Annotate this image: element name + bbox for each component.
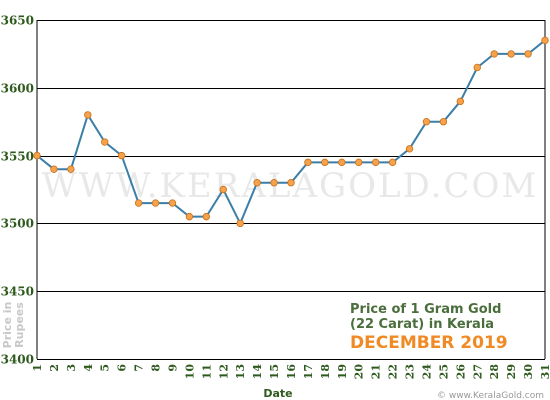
x-tick-label: 18 xyxy=(319,364,332,380)
data-point xyxy=(507,50,515,58)
data-point xyxy=(185,212,194,221)
data-point xyxy=(67,165,75,173)
y-axis-label-line2: Rupees xyxy=(13,302,26,348)
x-tick-label: 9 xyxy=(166,364,179,372)
info-line2: (22 Carat) in Kerala xyxy=(350,317,494,332)
x-tick-label: 28 xyxy=(488,364,501,380)
data-point xyxy=(388,158,397,167)
data-point xyxy=(490,50,498,58)
x-axis-label: Date xyxy=(263,387,292,400)
x-tick-label: 5 xyxy=(99,364,112,372)
x-tick-label: 3 xyxy=(65,364,78,372)
info-line3: DECEMBER 2019 xyxy=(350,333,508,353)
watermark: WWW.KERALAGOLD.COM xyxy=(42,166,538,206)
x-tick-label: 11 xyxy=(200,364,213,379)
data-point xyxy=(270,179,278,187)
axes xyxy=(36,20,546,359)
y-axis-label-line1: Price in xyxy=(1,302,14,349)
data-point xyxy=(524,50,532,58)
x-tick-label: 12 xyxy=(217,364,230,379)
x-tick-label: 23 xyxy=(404,364,417,379)
x-tick-label: 21 xyxy=(370,364,383,379)
x-tick-label: 16 xyxy=(285,364,298,380)
x-tick-label: 27 xyxy=(471,364,484,379)
x-tick-label: 10 xyxy=(183,364,196,380)
x-tick-label: 26 xyxy=(454,364,467,380)
info-line1: Price of 1 Gram Gold xyxy=(350,302,501,317)
data-point xyxy=(422,117,431,126)
data-point xyxy=(50,165,58,173)
x-tick-label: 20 xyxy=(353,364,366,380)
data-point xyxy=(439,117,448,126)
data-point xyxy=(117,151,126,160)
x-tick-label: 29 xyxy=(505,364,518,379)
x-tick-label: 19 xyxy=(336,364,349,379)
data-point xyxy=(541,36,549,45)
y-tick-label: 3550 xyxy=(1,150,34,164)
x-tick-label: 17 xyxy=(302,364,315,379)
x-tick-label: 7 xyxy=(133,364,146,372)
data-point xyxy=(101,138,109,146)
data-point xyxy=(355,158,363,167)
data-point xyxy=(84,111,92,119)
x-tick-label: 1 xyxy=(31,364,44,372)
x-tick-label: 14 xyxy=(251,364,264,380)
data-point xyxy=(338,158,346,167)
x-tick-label: 31 xyxy=(539,364,550,379)
x-tick-label: 6 xyxy=(116,364,129,372)
x-tick-label: 22 xyxy=(387,364,400,379)
x-tick-label: 24 xyxy=(420,364,433,380)
x-tick-label: 25 xyxy=(437,364,450,379)
data-points xyxy=(33,36,549,228)
data-point xyxy=(287,179,295,187)
data-point xyxy=(168,199,177,207)
y-tick-label: 3500 xyxy=(1,217,34,231)
data-point xyxy=(134,199,143,207)
data-point xyxy=(321,158,329,167)
data-point xyxy=(151,199,160,207)
x-tick-label: 2 xyxy=(48,364,61,372)
x-tick-label: 15 xyxy=(268,364,281,379)
x-tick-label: 13 xyxy=(234,364,247,379)
data-point xyxy=(253,179,261,187)
data-point xyxy=(236,219,244,228)
data-point xyxy=(371,158,380,167)
y-tick-labels: 3400 3450 3500 3550 3600 3650 xyxy=(1,14,34,367)
y-tick-label: 3650 xyxy=(1,14,34,28)
x-tick-label: 30 xyxy=(522,364,535,380)
y-tick-label: 3450 xyxy=(1,285,34,299)
data-point xyxy=(304,158,312,167)
source-credit: © www.KeralaGold.com xyxy=(437,391,544,400)
data-point xyxy=(202,212,211,221)
data-point xyxy=(473,63,481,72)
data-point xyxy=(405,145,414,153)
data-point xyxy=(33,151,41,160)
data-point xyxy=(219,185,227,194)
y-tick-label: 3400 xyxy=(1,353,34,367)
x-tick-labels: 1 2 3 4 5 6 7 8 9 10 11 12 13 14 15 16 17 18 19 20 21 22 23 24 2… xyxy=(31,364,550,380)
y-tick-label: 3600 xyxy=(1,82,34,96)
x-tick-label: 4 xyxy=(82,364,95,372)
data-point xyxy=(456,97,465,106)
x-tick-label: 8 xyxy=(150,364,163,372)
